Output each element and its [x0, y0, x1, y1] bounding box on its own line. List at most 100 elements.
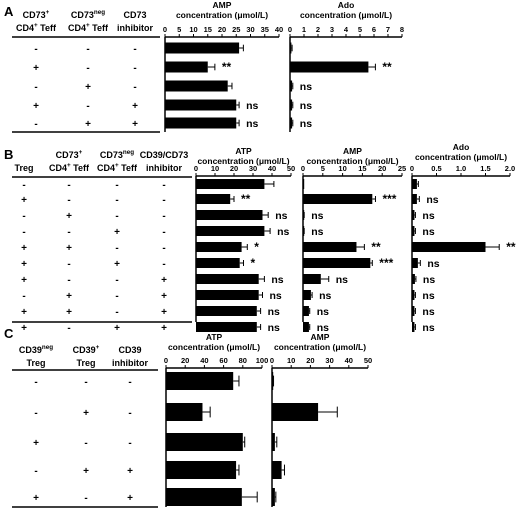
- tick-label: 7: [386, 25, 390, 34]
- bar: [166, 488, 242, 506]
- tick-label: 60: [219, 356, 227, 365]
- panel-a: A CD73+ CD4+ Teff CD73neg CD4+ Teff CD73 inhib…: [4, 0, 404, 133]
- tick-label: 0: [288, 25, 292, 34]
- bar: [196, 290, 259, 300]
- significance-label: ns: [426, 194, 438, 206]
- tick-label: 5: [321, 164, 325, 173]
- table-cell: +: [66, 211, 72, 222]
- tick-label: 0: [163, 25, 167, 34]
- chart-title: AMP: [343, 146, 362, 156]
- table-cell: -: [162, 211, 165, 222]
- table-cell: +: [161, 291, 167, 302]
- bar: [196, 242, 242, 252]
- significance-label: ns: [427, 258, 439, 270]
- column-header: CD39+: [73, 344, 100, 355]
- table-cell: -: [34, 119, 37, 130]
- table-cell: -: [162, 259, 165, 270]
- table-cell: -: [133, 63, 136, 74]
- table-cell: +: [33, 101, 39, 112]
- tick-label: 35: [261, 25, 269, 34]
- bar: [412, 210, 415, 220]
- chart-title: concentration (μmol/L): [168, 342, 260, 352]
- bar: [166, 433, 243, 451]
- table-cell: -: [115, 307, 118, 318]
- table-cell: +: [33, 438, 39, 449]
- bar: [303, 274, 321, 284]
- panel-label: A: [4, 4, 14, 19]
- significance-label: ns: [268, 306, 280, 318]
- chart-title: concentration (μmol/L): [306, 156, 398, 166]
- chart-title: concentration (μmol/L): [176, 10, 268, 20]
- chart-title: Ado: [453, 142, 470, 152]
- bar: [303, 210, 305, 220]
- table-cell: -: [67, 180, 70, 191]
- table-cell: +: [114, 227, 120, 238]
- significance-label: ns: [336, 274, 348, 286]
- table-cell: +: [161, 323, 167, 334]
- table-cell: -: [162, 227, 165, 238]
- table-cell: +: [127, 493, 133, 504]
- tick-label: 25: [398, 164, 406, 173]
- significance-label: **: [382, 60, 392, 74]
- tick-label: 6: [372, 25, 376, 34]
- table-cell: +: [33, 493, 39, 504]
- significance-label: **: [241, 192, 251, 206]
- column-header: CD39/CD73: [140, 150, 189, 160]
- bar: [303, 226, 305, 236]
- tick-label: 10: [287, 356, 295, 365]
- table-cell: -: [67, 275, 70, 286]
- table-cell: -: [128, 438, 131, 449]
- tick-label: 3: [330, 25, 334, 34]
- bar: [165, 61, 208, 73]
- column-header: inhibitor: [112, 358, 148, 368]
- bar: [290, 61, 369, 73]
- tick-label: 15: [204, 25, 212, 34]
- tick-label: 5: [358, 25, 362, 34]
- table-cell: +: [127, 466, 133, 477]
- tick-label: 2.0: [505, 164, 515, 173]
- table-cell: -: [133, 44, 136, 55]
- table-cell: -: [34, 408, 37, 419]
- tick-label: 15: [358, 164, 366, 173]
- panel-label: B: [4, 147, 13, 162]
- tick-label: 40: [345, 356, 353, 365]
- bar: [165, 99, 237, 111]
- significance-label: ns: [300, 81, 312, 93]
- bar: [196, 322, 257, 332]
- panel-label: C: [4, 326, 14, 341]
- bar: [303, 194, 373, 204]
- bar: [412, 194, 417, 204]
- chart-title: concentration (μmol/L): [415, 152, 507, 162]
- column-header: CD73neg: [71, 9, 105, 20]
- tick-label: 30: [325, 356, 333, 365]
- table-cell: -: [115, 243, 118, 254]
- table-cell: -: [84, 377, 87, 388]
- table-cell: -: [67, 195, 70, 206]
- tick-label: 2: [316, 25, 320, 34]
- chart-title: ATP: [206, 332, 223, 342]
- table-cell: -: [67, 227, 70, 238]
- column-header: Treg: [26, 358, 45, 368]
- column-header: CD4+ Teff: [16, 22, 57, 33]
- bar: [166, 403, 203, 421]
- bar: [303, 258, 371, 268]
- bar: [412, 258, 418, 268]
- tick-label: 40: [268, 164, 276, 173]
- table-cell: -: [34, 377, 37, 388]
- significance-label: **: [222, 60, 232, 74]
- table-cell: +: [114, 323, 120, 334]
- column-header: CD4+ Teff: [49, 162, 90, 173]
- column-header: Treg: [76, 358, 95, 368]
- table-cell: -: [22, 227, 25, 238]
- tick-label: 10: [211, 164, 219, 173]
- tick-label: 0: [164, 356, 168, 365]
- table-cell: -: [67, 323, 70, 334]
- table-cell: -: [86, 101, 89, 112]
- bar: [196, 306, 257, 316]
- significance-label: ns: [311, 210, 323, 222]
- table-cell: -: [86, 44, 89, 55]
- column-header: CD73+: [56, 149, 83, 160]
